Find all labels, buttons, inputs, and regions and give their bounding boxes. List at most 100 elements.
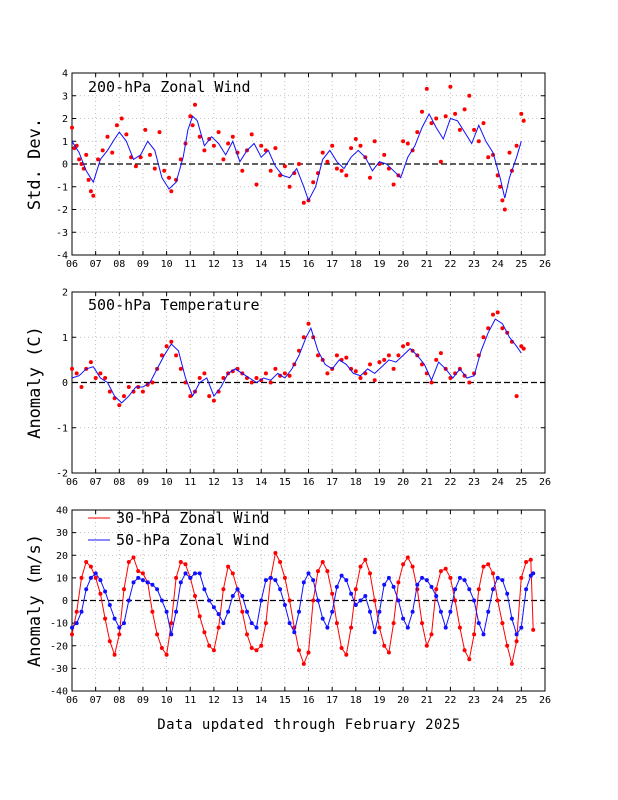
data-point <box>476 587 481 592</box>
x-tick-label: 11 <box>184 695 196 706</box>
data-point <box>140 571 145 576</box>
data-point <box>84 152 89 157</box>
data-point <box>481 564 486 569</box>
grid-lines <box>72 73 545 255</box>
x-tick-label: 19 <box>373 477 385 488</box>
data-point <box>429 632 434 637</box>
data-point <box>344 355 349 360</box>
data-point <box>117 403 122 408</box>
x-tick-label: 13 <box>232 695 244 706</box>
data-point <box>119 116 124 121</box>
data-point <box>457 575 462 580</box>
x-tick-label: 17 <box>326 477 338 488</box>
data-point <box>467 657 472 662</box>
data-point <box>193 102 197 107</box>
data-point <box>491 587 495 592</box>
data-point <box>202 587 207 592</box>
data-point <box>268 380 273 385</box>
data-point <box>301 200 306 205</box>
data-point <box>524 587 529 592</box>
data-point <box>211 648 216 653</box>
data-point <box>486 609 491 614</box>
data-point <box>202 371 207 376</box>
data-point <box>112 652 117 657</box>
data-point <box>502 207 507 212</box>
data-point <box>197 614 202 619</box>
data-point <box>401 616 406 621</box>
data-point <box>368 571 372 576</box>
data-point <box>148 152 152 157</box>
data-point <box>202 148 207 153</box>
panel-title: 200-hPa Zonal Wind <box>88 78 251 96</box>
x-tick-label: 13 <box>232 259 244 270</box>
data-point <box>259 143 264 148</box>
x-tick-label: 20 <box>397 259 409 270</box>
x-tick-label: 25 <box>515 259 527 270</box>
data-point <box>159 353 164 358</box>
data-point <box>344 173 349 178</box>
data-point <box>292 171 297 176</box>
data-point <box>339 168 344 173</box>
y-axis-label: Anomaly (m/s) <box>25 534 45 667</box>
data-point <box>519 625 524 630</box>
x-tick-label: 14 <box>255 695 267 706</box>
data-point <box>334 166 339 171</box>
data-point <box>505 643 510 648</box>
data-point <box>353 603 358 607</box>
x-tick-label: 16 <box>302 477 314 488</box>
data-point <box>245 632 249 637</box>
data-point <box>207 643 212 648</box>
data-point <box>93 376 98 380</box>
data-point <box>169 621 174 626</box>
data-point <box>282 164 287 169</box>
data-point <box>226 609 231 614</box>
x-tick-label: 09 <box>137 259 149 270</box>
data-point <box>325 371 330 376</box>
data-point <box>216 612 221 617</box>
data-point <box>467 380 472 385</box>
data-point <box>486 562 491 567</box>
data-point <box>434 587 439 592</box>
data-point <box>467 587 472 592</box>
data-point <box>353 369 358 374</box>
data-point <box>157 130 162 135</box>
x-tick-label: 26 <box>539 477 551 488</box>
data-point <box>396 598 401 603</box>
data-point <box>363 557 368 562</box>
data-point <box>438 159 443 164</box>
data-point <box>448 84 453 89</box>
data-point <box>169 632 174 637</box>
data-point <box>476 621 481 626</box>
data-point <box>216 130 221 135</box>
data-point <box>103 589 108 594</box>
x-tick-label: 25 <box>515 695 527 706</box>
data-point <box>316 569 320 574</box>
x-tick-label: 09 <box>137 477 149 488</box>
data-point <box>70 125 74 130</box>
panel-title: 500-hPa Temperature <box>88 296 260 314</box>
data-point <box>334 621 339 626</box>
y-axis-label: Anomaly (C) <box>25 326 45 439</box>
data-point <box>420 575 424 580</box>
y-tick-label: 2 <box>62 114 68 125</box>
x-tick-label: 06 <box>66 259 78 270</box>
data-point <box>230 134 235 139</box>
data-point <box>282 603 287 607</box>
data-point <box>110 150 115 155</box>
data-point <box>505 591 510 596</box>
data-point <box>358 598 363 603</box>
x-tick-label: 14 <box>255 477 267 488</box>
data-point <box>353 137 358 141</box>
data-point <box>396 580 401 585</box>
data-point <box>311 578 316 583</box>
data-point <box>164 609 169 614</box>
data-point <box>372 630 377 635</box>
data-point <box>438 609 443 614</box>
data-point <box>98 371 103 376</box>
x-tick-label: 12 <box>208 695 220 706</box>
data-point <box>263 371 268 376</box>
x-tick-label: 16 <box>302 695 314 706</box>
data-point <box>164 652 169 657</box>
series-2 <box>70 571 536 637</box>
data-updated-note: Data updated through February 2025 <box>157 717 461 733</box>
